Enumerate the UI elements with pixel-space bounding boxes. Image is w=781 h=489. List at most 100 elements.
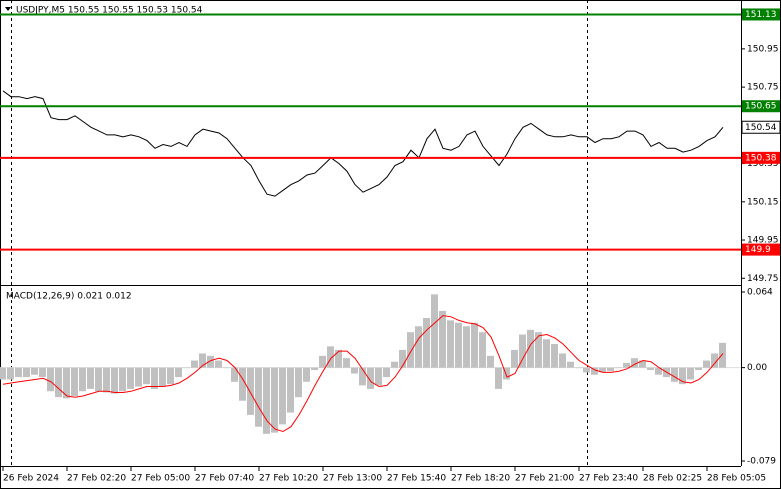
histogram-bar: [239, 367, 246, 401]
y-tick-label: 150.15: [747, 197, 779, 207]
x-tick-label: 27 Feb 18:20: [451, 474, 510, 484]
histogram-bar: [231, 367, 238, 382]
histogram-bar: [263, 367, 270, 434]
histogram-bar: [191, 360, 198, 368]
last-price-label: 150.54: [745, 123, 777, 133]
histogram-bar: [439, 310, 446, 368]
y-tick-label: 149.75: [747, 274, 779, 284]
histogram-bar: [591, 367, 598, 375]
histogram-bar: [271, 367, 278, 433]
histogram-bar: [119, 367, 126, 392]
histogram-bar: [0, 367, 6, 380]
histogram-bar: [359, 367, 366, 386]
symbol-arrow: [5, 7, 11, 11]
y-tick-label: 0.00: [747, 363, 767, 373]
histogram-bar: [303, 367, 310, 382]
histogram-bar: [479, 332, 486, 368]
price-header: USDJPY,M5 150.55 150.55 150.53 150.54: [16, 6, 203, 16]
histogram-bar: [223, 367, 230, 369]
histogram-bar: [527, 329, 534, 368]
level-label-box: [742, 100, 780, 113]
histogram-bar: [343, 358, 350, 368]
histogram-bar: [391, 361, 398, 368]
y-tick-label: 0.064: [747, 288, 773, 298]
histogram-bar: [287, 367, 294, 413]
level-label: 151.13: [745, 10, 777, 20]
histogram-bar: [55, 367, 62, 398]
histogram-bar: [215, 360, 222, 368]
level-label: 150.38: [745, 153, 777, 163]
histogram-bar: [79, 367, 86, 392]
histogram-bar: [575, 367, 582, 369]
histogram-bar: [567, 361, 574, 368]
histogram-bar: [719, 342, 726, 368]
histogram-bar: [559, 353, 566, 368]
histogram-bar: [319, 355, 326, 368]
x-tick-label: 27 Feb 05:00: [131, 474, 190, 484]
histogram-bar: [7, 367, 14, 380]
histogram-bar: [487, 355, 494, 368]
x-tick-label: 26 Feb 2024: [3, 474, 59, 484]
histogram-bar: [631, 358, 638, 368]
x-tick-label: 27 Feb 23:40: [579, 474, 638, 484]
histogram-bar: [423, 318, 430, 368]
level-label-box: [742, 151, 780, 164]
histogram-bar: [471, 322, 478, 368]
histogram-bar: [311, 367, 318, 370]
x-tick-label: 27 Feb 10:20: [259, 474, 318, 484]
x-tick-label: 27 Feb 07:40: [195, 474, 254, 484]
histogram-bar: [367, 367, 374, 389]
histogram-bar: [135, 367, 142, 387]
x-tick-label: 27 Feb 15:40: [387, 474, 446, 484]
signal-line: [2, 315, 724, 433]
histogram-bar: [375, 367, 382, 386]
histogram-bar: [671, 367, 678, 382]
last-price-box: [741, 120, 781, 134]
histogram-bar: [151, 367, 158, 389]
histogram-bar: [543, 339, 550, 368]
macd-header: MACD(12,26,9) 0.021 0.012: [6, 292, 132, 302]
x-tick-label: 27 Feb 02:20: [67, 474, 126, 484]
y-tick-label: 150.95: [747, 44, 779, 54]
histogram-bar: [159, 367, 166, 387]
histogram-bar: [175, 367, 182, 378]
x-tick-label: 27 Feb 13:00: [323, 474, 382, 484]
histogram-bar: [399, 349, 406, 368]
histogram-bar: [695, 367, 702, 370]
histogram-bar: [503, 367, 510, 380]
histogram-bar: [199, 353, 206, 368]
histogram-bar: [71, 367, 78, 396]
x-tick-label: 27 Feb 21:00: [515, 474, 574, 484]
histogram-bar: [431, 294, 438, 368]
histogram-bar: [407, 332, 414, 368]
histogram-bar: [655, 367, 662, 375]
histogram-bar: [583, 367, 590, 373]
histogram-bar: [639, 360, 646, 368]
x-tick-label: 28 Feb 05:05: [707, 474, 766, 484]
histogram-bar: [535, 332, 542, 368]
histogram-bar: [295, 367, 302, 398]
x-tick-label: 28 Feb 02:25: [643, 474, 702, 484]
histogram-bar: [335, 349, 342, 368]
histogram-bar: [111, 367, 118, 394]
histogram-bar: [207, 355, 214, 368]
histogram-bar: [383, 367, 390, 378]
histogram-bar: [95, 367, 102, 392]
histogram-bar: [47, 367, 54, 392]
histogram-bar: [679, 367, 686, 385]
histogram-bar: [255, 367, 262, 427]
histogram-bar: [247, 367, 254, 415]
histogram-bar: [31, 367, 38, 375]
level-label-box: [742, 8, 780, 21]
y-tick-label: 149.95: [747, 236, 779, 246]
price-line: [2, 90, 724, 197]
level-label: 150.65: [745, 102, 777, 112]
histogram-bar: [463, 326, 470, 368]
y-tick-label: -0.079: [747, 457, 776, 467]
histogram-bar: [607, 367, 614, 372]
histogram-bar: [351, 367, 358, 374]
histogram-bar: [183, 367, 190, 369]
y-tick-label: 150.35: [747, 159, 779, 169]
